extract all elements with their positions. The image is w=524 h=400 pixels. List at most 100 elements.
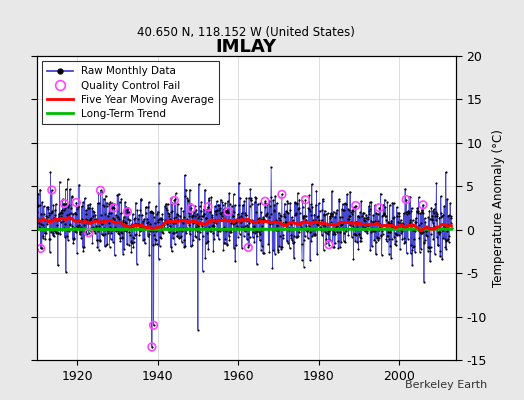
Point xyxy=(221,236,230,242)
Point xyxy=(204,195,213,202)
Point xyxy=(41,236,50,243)
Point xyxy=(401,186,409,192)
Point xyxy=(381,212,389,219)
Point xyxy=(244,224,252,230)
Point xyxy=(359,223,367,230)
Point xyxy=(389,222,397,228)
Point xyxy=(256,237,264,244)
Point xyxy=(225,233,233,239)
Point xyxy=(295,196,303,203)
Point xyxy=(130,232,139,238)
Point xyxy=(241,223,249,229)
Point xyxy=(264,219,272,225)
Point xyxy=(130,235,138,242)
Point xyxy=(102,200,111,206)
Point xyxy=(136,222,144,229)
Point xyxy=(447,224,456,231)
Point xyxy=(255,229,263,236)
Point xyxy=(402,196,410,203)
Point xyxy=(258,242,266,249)
Point xyxy=(227,229,235,236)
Point xyxy=(151,236,160,243)
Point xyxy=(307,238,315,244)
Point xyxy=(435,214,444,221)
Point xyxy=(226,229,235,235)
Point xyxy=(271,193,279,199)
Point xyxy=(152,228,160,234)
Point xyxy=(68,194,76,200)
Point xyxy=(45,236,53,242)
Point xyxy=(323,210,332,216)
Point xyxy=(131,221,139,228)
Point xyxy=(430,223,439,229)
Point xyxy=(183,195,192,201)
Point xyxy=(438,213,446,219)
Point xyxy=(43,220,51,227)
Point xyxy=(297,219,305,225)
Point xyxy=(139,218,147,224)
Point xyxy=(362,215,370,221)
Point xyxy=(361,228,369,234)
Point xyxy=(376,224,385,230)
Point xyxy=(431,200,440,207)
Point xyxy=(305,192,314,198)
Point xyxy=(113,192,122,198)
Point xyxy=(345,216,354,222)
Point xyxy=(325,242,333,248)
Point xyxy=(445,238,453,245)
Point xyxy=(48,187,56,193)
Point xyxy=(103,240,112,247)
Point xyxy=(236,219,244,225)
Point xyxy=(210,219,218,225)
Point xyxy=(220,206,228,212)
Point xyxy=(320,212,329,218)
Point xyxy=(126,222,134,229)
Point xyxy=(403,235,412,242)
Point xyxy=(64,204,72,210)
Point xyxy=(293,190,302,196)
Point xyxy=(367,199,375,205)
Point xyxy=(97,231,106,238)
Point xyxy=(342,201,350,208)
Point xyxy=(129,234,137,240)
Point xyxy=(66,222,74,228)
Point xyxy=(334,238,342,244)
Point xyxy=(310,232,318,238)
Point xyxy=(199,268,207,274)
Point xyxy=(409,236,418,242)
Point xyxy=(162,206,171,213)
Point xyxy=(211,208,219,214)
Point xyxy=(399,223,407,230)
Point xyxy=(188,214,196,220)
Point xyxy=(79,248,88,254)
Point xyxy=(113,219,121,226)
Point xyxy=(276,217,284,224)
Point xyxy=(281,219,289,225)
Point xyxy=(246,203,254,209)
Point xyxy=(393,212,401,219)
Point xyxy=(122,204,130,210)
Point xyxy=(72,199,81,206)
Point xyxy=(206,217,214,224)
Point xyxy=(132,200,140,206)
Point xyxy=(214,226,222,233)
Point xyxy=(366,229,375,236)
Point xyxy=(167,195,175,201)
Point xyxy=(211,203,219,210)
Point xyxy=(329,231,337,238)
Point xyxy=(397,217,405,223)
Point xyxy=(99,218,107,224)
Point xyxy=(407,207,415,214)
Point xyxy=(260,204,269,210)
Point xyxy=(57,208,66,215)
Point xyxy=(121,199,129,205)
Point xyxy=(70,234,78,241)
Point xyxy=(357,238,365,244)
Point xyxy=(395,232,403,238)
Point xyxy=(399,221,407,228)
Point xyxy=(263,210,271,217)
Point xyxy=(120,246,128,252)
Point xyxy=(96,238,104,244)
Point xyxy=(225,190,233,196)
Point xyxy=(227,219,236,225)
